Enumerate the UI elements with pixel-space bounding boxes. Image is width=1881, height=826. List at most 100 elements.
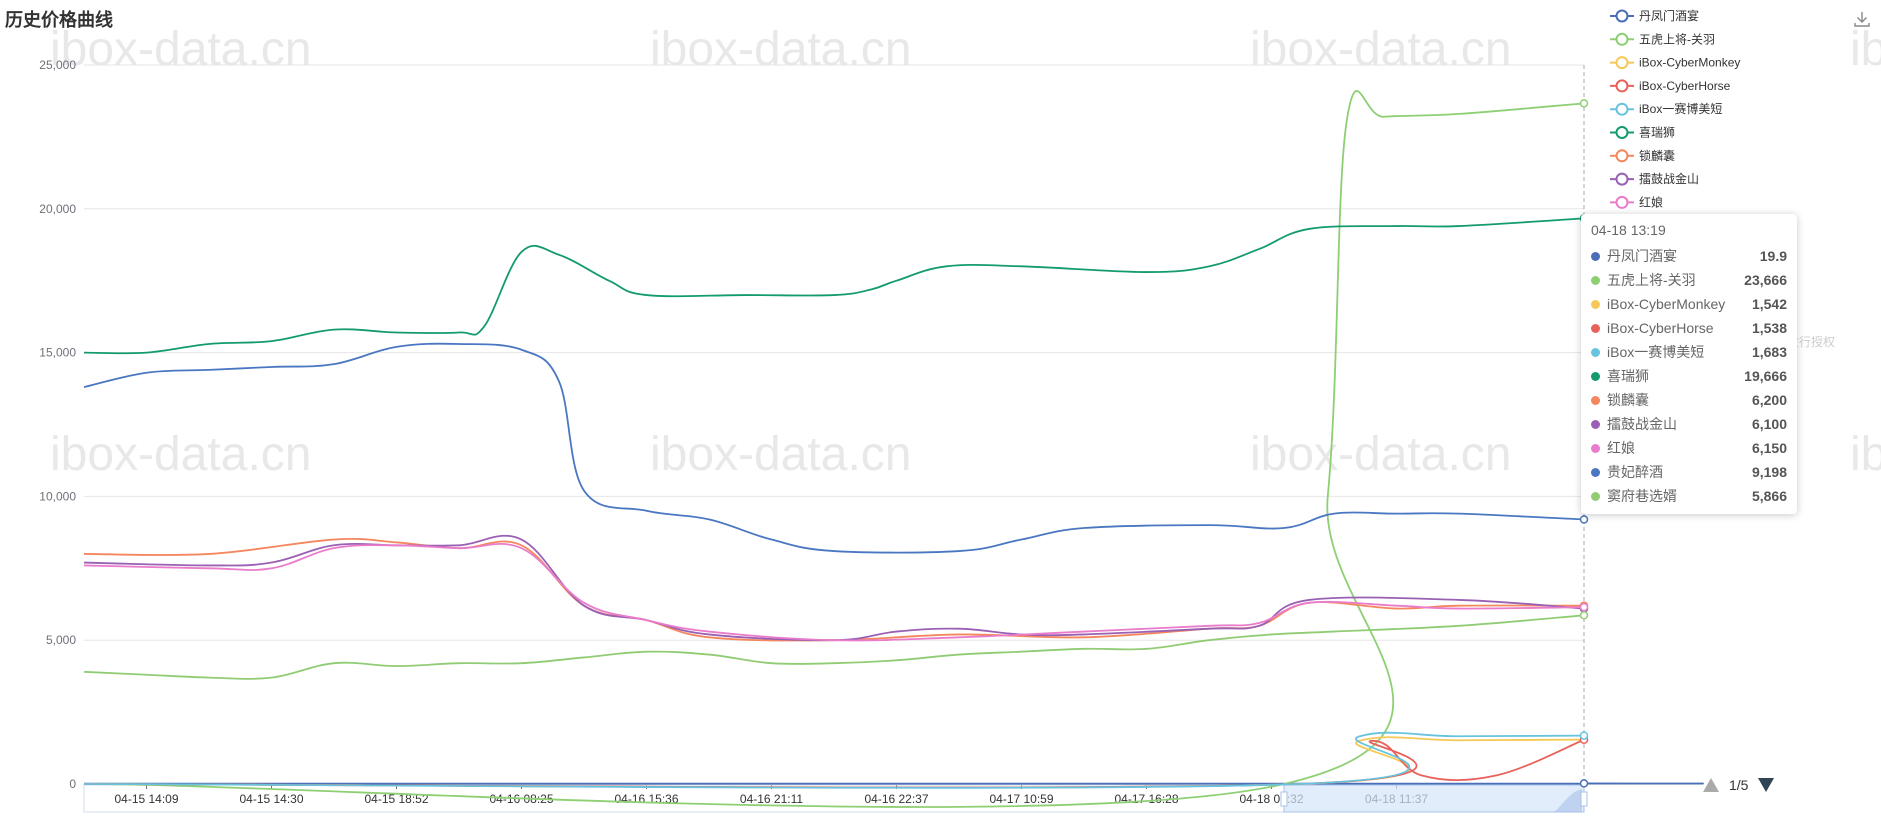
tooltip-row: 五虎上将-关羽 23,666 [1591,268,1787,292]
legend-circle-icon [1615,149,1629,163]
series-dot-icon [1591,467,1600,477]
legend-item-7[interactable]: 擂鼓战金山 [1610,171,1699,186]
series-line-5 [83,217,1585,355]
zoom-window[interactable] [1283,784,1585,813]
series-line-10 [83,614,1585,680]
legend-item-1[interactable]: 五虎上将-关羽 [1610,32,1715,46]
legend-label: iBox-CyberMonkey [1639,56,1740,70]
tooltip: 04-18 13:19 丹凤门酒宴 19.9 五虎上将-关羽 23,666 iBox-C… [1581,214,1797,514]
x-tick-label: 04-15 14:09 [114,792,178,806]
watermark-layer: ibox-data.cn ibox-data.cn ibox-data.cn ibox… [50,23,1881,481]
legend-item-4[interactable]: iBox一赛博美短 [1610,101,1722,116]
legend-circle-icon [1615,32,1629,46]
series-line-4 [83,731,1585,789]
tooltip-series-value: 6,150 [1751,440,1787,456]
tooltip-series-name: iBox一赛博美短 [1607,344,1705,360]
legend-circle-icon [1615,9,1629,23]
tooltip-title: 04-18 13:19 [1591,222,1666,238]
legend-label: 红娘 [1639,194,1663,209]
zoom-preview-area [1554,789,1582,812]
y-tick-label: 15,000 [39,346,76,360]
legend-label: 喜瑞狮 [1639,126,1675,140]
tooltip-series-value: 1,538 [1751,320,1787,336]
tooltip-series-name: 五虎上将-关羽 [1607,272,1696,288]
x-tick-label: 04-17 10:59 [989,792,1053,806]
y-tick-label: 10,000 [39,489,76,503]
legend-label: 锁麟囊 [1639,148,1675,163]
tooltip-row: 擂鼓战金山 6,100 [1591,412,1787,436]
series-point-0 [1579,779,1589,788]
legend-label: 丹凤门酒宴 [1639,8,1699,23]
legend-label: iBox一赛博美短 [1639,101,1722,116]
legend-item-6[interactable]: 锁麟囊 [1610,148,1675,163]
download-icon[interactable] [1853,10,1871,28]
triangle-down-icon[interactable] [1758,778,1775,792]
series-dot-icon [1591,371,1600,381]
watermark-text: ibox-data.cn [650,428,912,481]
tooltip-series-value: 19,666 [1744,368,1787,384]
y-axis: 0 5,000 10,000 15,000 20,000 25,000 [39,58,76,791]
tooltip-series-value: 23,666 [1744,272,1787,288]
series-dot-icon [1591,491,1600,501]
tooltip-row: 红娘 6,150 [1591,436,1787,460]
series-point-8 [1579,602,1589,612]
chart-title: 历史价格曲线 [5,10,113,30]
legend-label: iBox-CyberHorse [1639,79,1731,93]
legend-label: 擂鼓战金山 [1639,171,1699,186]
series-dot-icon [1591,395,1600,405]
legend-item-5[interactable]: 喜瑞狮 [1610,126,1675,140]
tooltip-series-value: 1,542 [1751,296,1787,312]
series-point-10 [1579,611,1589,620]
series-dot-icon [1591,299,1600,309]
series-line-9 [83,342,1585,554]
y-tick-label: 20,000 [39,202,76,216]
series-dot-icon [1591,251,1600,261]
legend-label: 五虎上将-关羽 [1639,32,1715,46]
watermark-text: ibox-data.cn [1850,23,1881,76]
y-tick-label: 5,000 [46,633,76,647]
watermark-text: ibox-data.cn [1250,428,1512,481]
legend-item-0[interactable]: 丹凤门酒宴 [1610,8,1699,23]
legend-circle-icon [1615,195,1629,209]
tooltip-series-name: iBox-CyberMonkey [1607,296,1726,312]
series-dot-icon [1591,323,1600,333]
tooltip-series-name: 贵妃醉酒 [1607,464,1663,480]
legend-circle-icon [1615,126,1629,139]
series-line-6 [83,537,1585,642]
triangle-up-icon[interactable] [1703,778,1719,792]
y-tick-label: 0 [69,777,76,791]
series-dot-icon [1591,347,1600,357]
tooltip-row: 贵妃醉酒 9,198 [1591,460,1787,484]
data-zoom-slider[interactable] [83,784,1588,813]
series-line-8 [83,543,1585,642]
legend-item-8[interactable]: 红娘 [1610,194,1663,209]
legend-item-3[interactable]: iBox-CyberHorse [1610,79,1731,93]
series-dot-icon [1591,443,1600,453]
legend-pager: 1/5 [1703,777,1775,793]
tooltip-series-name: iBox-CyberHorse [1607,320,1714,336]
y-tick-label: 25,000 [39,58,76,72]
tooltip-series-value: 19.9 [1759,248,1787,264]
tooltip-row: iBox一赛博美短 1,683 [1591,340,1787,364]
x-tick-label: 04-15 14:30 [239,792,303,806]
tooltip-series-name: 窦府巷选婿 [1607,488,1677,504]
tooltip-series-value: 6,100 [1751,416,1787,432]
legend-page-indicator: 1/5 [1729,777,1749,793]
x-tick-label: 04-16 22:37 [864,792,928,806]
series-line-1 [83,90,1585,808]
tooltip-row: iBox-CyberHorse 1,538 [1591,316,1787,340]
zoom-handle-right[interactable] [1580,791,1588,807]
zoom-handle-left[interactable] [1280,791,1288,807]
legend-item-2[interactable]: iBox-CyberMonkey [1610,56,1740,70]
legend-circle-icon [1615,56,1629,70]
watermark-text: ibox-data.cn [1850,428,1881,481]
tooltip-series-name: 擂鼓战金山 [1607,416,1677,432]
tooltip-row: 锁麟囊 6,200 [1591,388,1787,412]
grid-lines [84,64,1584,785]
tooltip-rows: 丹凤门酒宴 19.9 五虎上将-关羽 23,666 iBox-CyberMonkey 1,… [1591,244,1787,508]
watermark-text: ibox-data.cn [1250,23,1512,76]
series-dot-icon [1591,275,1600,285]
tooltip-series-name: 锁麟囊 [1607,392,1649,408]
watermark-text: ibox-data.cn [50,428,312,481]
series-point-4 [1579,731,1589,740]
